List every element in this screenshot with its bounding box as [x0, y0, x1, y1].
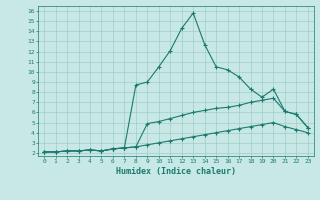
X-axis label: Humidex (Indice chaleur): Humidex (Indice chaleur) — [116, 167, 236, 176]
